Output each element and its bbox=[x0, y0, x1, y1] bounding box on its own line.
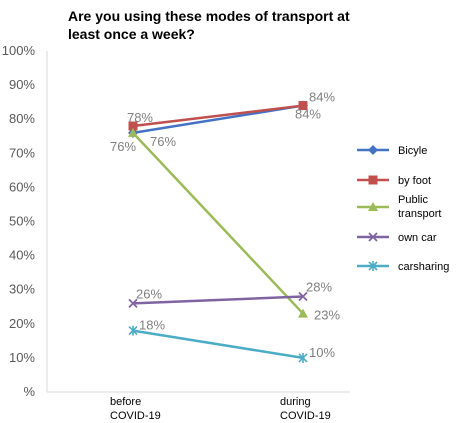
legend-label: Public bbox=[398, 194, 428, 206]
series-line bbox=[132, 295, 304, 305]
legend-label: transport bbox=[398, 208, 441, 220]
y-tick-label: 80% bbox=[9, 111, 35, 126]
legend-label: Bicyle bbox=[398, 145, 427, 157]
y-tick-label: 30% bbox=[9, 282, 35, 297]
legend-marker bbox=[368, 232, 378, 242]
data-point bbox=[128, 127, 138, 137]
legend-marker bbox=[368, 202, 378, 211]
chart-axes: % 10% 20% 30% 40% 50% 60% 70% 80% 90% 100% before CO… bbox=[2, 43, 350, 422]
y-tick-label: 100% bbox=[2, 43, 36, 58]
data-point bbox=[128, 298, 138, 308]
data-label: 84% bbox=[295, 107, 321, 122]
data-label: 23% bbox=[314, 308, 340, 323]
data-label: 28% bbox=[306, 280, 332, 295]
series-line bbox=[132, 329, 304, 360]
y-tick-label: 10% bbox=[9, 350, 35, 365]
data-point bbox=[298, 308, 308, 318]
data-point bbox=[128, 325, 138, 336]
data-point bbox=[128, 121, 138, 131]
data-label: 76% bbox=[110, 139, 136, 154]
y-tick-label: 20% bbox=[9, 316, 35, 331]
y-tick-label: 60% bbox=[9, 179, 35, 194]
x-tick-label: COVID-19 bbox=[110, 410, 161, 422]
legend-marker bbox=[368, 145, 378, 155]
y-tick-label: 90% bbox=[9, 77, 35, 92]
data-labels: 76% 84% 78% 84% 76% 23% 26% 28% 18% 10% bbox=[110, 90, 340, 360]
chart-series bbox=[128, 100, 308, 363]
chart-title-line-2: least once a week? bbox=[68, 26, 195, 42]
chart-legend: Bicyle by foot Public transport own car carsh… bbox=[357, 145, 449, 273]
x-tick-label: during bbox=[280, 396, 311, 408]
data-label: 26% bbox=[136, 286, 162, 301]
data-label: 84% bbox=[309, 90, 335, 105]
legend-label: carsharing bbox=[398, 261, 449, 273]
data-label: 18% bbox=[139, 318, 165, 333]
legend-marker bbox=[368, 261, 378, 271]
data-label: 10% bbox=[309, 345, 335, 360]
data-point bbox=[298, 101, 308, 111]
y-tick-label: 70% bbox=[9, 145, 35, 160]
series-line bbox=[132, 104, 304, 128]
y-tick-label: % bbox=[23, 384, 35, 399]
data-label: 76% bbox=[150, 134, 176, 149]
data-label: 78% bbox=[127, 110, 153, 125]
legend-marker bbox=[368, 175, 378, 185]
legend-label: own car bbox=[398, 232, 437, 244]
chart-title-line-1: Are you using these modes of transport a… bbox=[68, 8, 350, 24]
data-point bbox=[298, 291, 308, 302]
y-tick-label: 40% bbox=[9, 248, 35, 263]
x-tick-label: COVID-19 bbox=[280, 410, 331, 422]
x-tick-label: before bbox=[110, 396, 141, 408]
series-line bbox=[132, 131, 304, 315]
data-point bbox=[298, 352, 308, 363]
legend-label: by foot bbox=[398, 175, 431, 187]
y-tick-label: 50% bbox=[9, 214, 35, 229]
